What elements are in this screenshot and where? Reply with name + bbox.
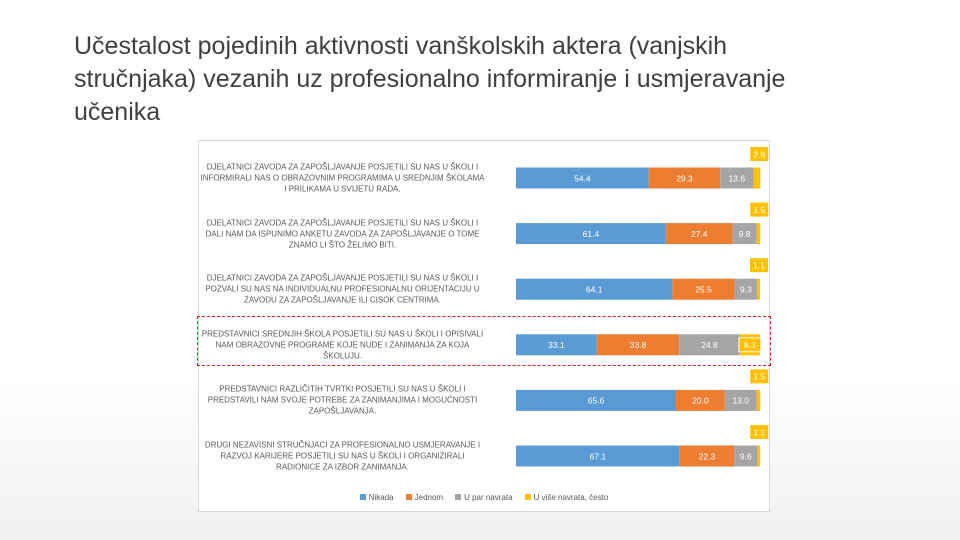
category-label: DJELATNICI ZAVODA ZA ZAPOŠLJAVANJE POSJE… bbox=[205, 273, 480, 305]
value-label: 29.3 bbox=[676, 173, 693, 183]
bar-segment bbox=[648, 167, 721, 189]
bar-segment bbox=[516, 445, 680, 467]
value-label: 13.0 bbox=[732, 396, 749, 406]
bar-segment bbox=[672, 278, 735, 300]
legend-label: Jednom bbox=[414, 493, 444, 502]
bar-segment bbox=[596, 334, 680, 356]
value-label: 9.3 bbox=[740, 284, 752, 294]
category-label: DJELATNICI ZAVODA ZA ZAPOŠLJAVANJE POSJE… bbox=[200, 162, 485, 194]
legend-swatch bbox=[405, 494, 412, 500]
bar-segment bbox=[665, 223, 733, 245]
category-label: DJELATNICI ZAVODA ZA ZAPOŠLJAVANJE POSJE… bbox=[205, 218, 480, 250]
bar-segment bbox=[516, 167, 649, 189]
bar-segment bbox=[724, 389, 757, 411]
value-label: 27.4 bbox=[691, 229, 708, 239]
slide-title: Učestalost pojedinih aktivnosti vanškols… bbox=[74, 32, 786, 126]
value-label: 25.5 bbox=[695, 284, 712, 294]
value-label: 9.8 bbox=[739, 229, 751, 239]
bar-segment bbox=[516, 389, 677, 411]
value-label-box bbox=[750, 202, 769, 217]
value-label: 33.8 bbox=[630, 340, 647, 350]
value-label: 1.1 bbox=[753, 427, 765, 437]
value-label: 54.4 bbox=[574, 173, 591, 183]
bar-segment bbox=[756, 389, 761, 411]
value-label: 65.6 bbox=[588, 396, 605, 406]
legend-swatch bbox=[524, 494, 531, 500]
value-label: 22.3 bbox=[699, 451, 716, 461]
bar-segment bbox=[516, 278, 673, 300]
bar-segment bbox=[756, 223, 761, 245]
legend: Nikada Jednom U par navrata U više navrata,… bbox=[198, 493, 770, 502]
value-label-box bbox=[750, 258, 768, 273]
value-label-box bbox=[750, 147, 769, 161]
bar-segment bbox=[516, 334, 597, 356]
bar-segment bbox=[732, 223, 757, 245]
value-label: 64.1 bbox=[586, 284, 603, 294]
bar-segment bbox=[757, 445, 761, 467]
legend-label: Nikada bbox=[368, 493, 394, 502]
bar-segment bbox=[753, 167, 761, 189]
value-label-box bbox=[750, 425, 769, 439]
bar-segment bbox=[516, 223, 666, 245]
value-label-box bbox=[738, 337, 762, 353]
value-label: 13.6 bbox=[729, 173, 746, 183]
legend-swatch bbox=[455, 494, 462, 500]
category-label: PREDSTAVNICI RAZLIČITIH TVRTKI POSJETILI… bbox=[207, 384, 478, 416]
legend-item: Jednom bbox=[405, 493, 444, 502]
value-label: 33.1 bbox=[548, 340, 565, 350]
legend-item: U više navrata, često bbox=[524, 493, 609, 502]
legend-label: U više navrata, često bbox=[533, 493, 609, 502]
legend-item: Nikada bbox=[359, 493, 394, 502]
bar-segment bbox=[734, 445, 758, 467]
value-label: 1.1 bbox=[753, 260, 765, 270]
bar-segment bbox=[679, 334, 740, 356]
bar-segment bbox=[679, 445, 735, 467]
highlight-box bbox=[197, 316, 771, 366]
value-label: 61.4 bbox=[583, 229, 600, 239]
value-label: 2.8 bbox=[753, 149, 765, 159]
bar-segment bbox=[676, 389, 725, 411]
value-label-box bbox=[750, 369, 769, 384]
value-label: 1.5 bbox=[753, 205, 765, 215]
bar-segment bbox=[720, 167, 754, 189]
value-label: 24.8 bbox=[701, 340, 718, 350]
value-label: 20.0 bbox=[692, 396, 709, 406]
category-label: DRUGI NEZAVISNI STRUČNJACI ZA PROFESIONA… bbox=[204, 440, 481, 472]
category-label: PREDSTAVNICI SREDNJIH ŠKOLA POSJETILI SU… bbox=[201, 329, 484, 361]
legend-item: U par navrata bbox=[455, 493, 513, 502]
legend-label: U par navrata bbox=[464, 493, 513, 502]
value-label: 67.1 bbox=[590, 451, 607, 461]
value-label: 9.6 bbox=[740, 451, 752, 461]
bar-segment bbox=[757, 278, 760, 300]
legend-swatch bbox=[359, 494, 366, 500]
bar-segment bbox=[734, 278, 758, 300]
value-label: 8.3 bbox=[744, 340, 756, 350]
value-label: 1.5 bbox=[753, 372, 765, 382]
